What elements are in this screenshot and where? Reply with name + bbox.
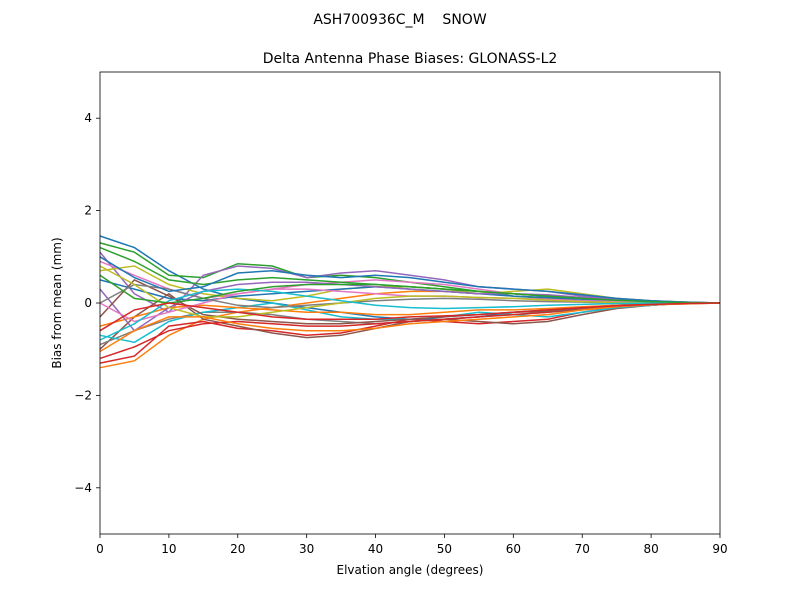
x-tick-label: 20 bbox=[230, 542, 245, 556]
chart-suptitle: ASH700936C_M SNOW bbox=[313, 12, 486, 28]
series-line-20 bbox=[99, 288, 720, 341]
x-axis-label: Elvation angle (degrees) bbox=[337, 563, 484, 577]
series-line-21 bbox=[99, 256, 721, 304]
series-lines bbox=[99, 235, 721, 369]
y-tick-label: −4 bbox=[74, 481, 92, 495]
y-tick-label: −2 bbox=[74, 388, 92, 402]
plot-frame bbox=[99, 71, 721, 535]
x-tick-label: 80 bbox=[643, 542, 658, 556]
y-axis-label: Bias from mean (mm) bbox=[50, 237, 64, 368]
series-line-22 bbox=[99, 302, 721, 353]
series-line-24 bbox=[99, 302, 721, 332]
chart-title: Delta Antenna Phase Biases: GLONASS-L2 bbox=[263, 51, 558, 67]
x-tick-label: 40 bbox=[368, 542, 383, 556]
x-tick-label: 70 bbox=[575, 542, 590, 556]
series-line-23 bbox=[99, 274, 721, 304]
x-tick-label: 30 bbox=[299, 542, 314, 556]
y-axis-ticks: −4 −2 0 2 4 bbox=[74, 111, 100, 495]
y-tick-label: 2 bbox=[84, 204, 92, 218]
y-tick-label: 4 bbox=[84, 111, 92, 125]
series-line-9 bbox=[99, 265, 720, 304]
x-tick-label: 90 bbox=[712, 542, 727, 556]
x-tick-label: 50 bbox=[437, 542, 452, 556]
x-axis-ticks: 0 10 20 30 40 50 60 70 80 90 bbox=[96, 534, 728, 556]
x-tick-label: 10 bbox=[161, 542, 176, 556]
x-tick-label: 0 bbox=[96, 542, 104, 556]
y-tick-label: 0 bbox=[84, 296, 92, 310]
x-tick-label: 60 bbox=[506, 542, 521, 556]
